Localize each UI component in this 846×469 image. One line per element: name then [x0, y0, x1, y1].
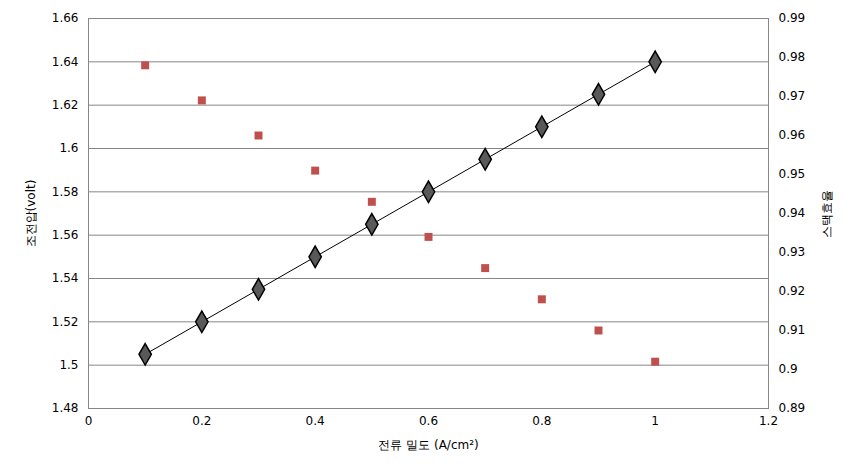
svg-text:0.92: 0.92 [779, 284, 806, 298]
svg-text:1.5: 1.5 [59, 358, 78, 372]
svg-text:0.94: 0.94 [779, 206, 806, 220]
svg-text:1.2: 1.2 [759, 414, 778, 428]
svg-text:0.95: 0.95 [779, 167, 806, 181]
svg-text:1.48: 1.48 [52, 401, 79, 415]
svg-text:0.91: 0.91 [779, 323, 806, 337]
svg-text:0.6: 0.6 [419, 414, 438, 428]
svg-text:0: 0 [85, 414, 93, 428]
svg-text:0.89: 0.89 [779, 401, 806, 415]
svg-text:1.62: 1.62 [52, 98, 79, 112]
svg-text:0.2: 0.2 [192, 414, 211, 428]
svg-text:0.97: 0.97 [779, 89, 806, 103]
svg-text:1.58: 1.58 [52, 185, 79, 199]
svg-text:전류 밀도 (A/cm²): 전류 밀도 (A/cm²) [378, 438, 478, 452]
svg-text:1: 1 [651, 414, 659, 428]
svg-text:조전압(volt): 조전압(volt) [24, 180, 38, 248]
svg-text:0.4: 0.4 [306, 414, 325, 428]
svg-text:스택효율: 스택효율 [820, 190, 834, 238]
svg-text:0.9: 0.9 [779, 362, 798, 376]
svg-text:1.54: 1.54 [52, 271, 79, 285]
svg-text:0.93: 0.93 [779, 245, 806, 259]
svg-text:0.98: 0.98 [779, 50, 806, 64]
svg-text:1.66: 1.66 [52, 11, 79, 25]
svg-text:0.8: 0.8 [532, 414, 551, 428]
svg-text:1.56: 1.56 [52, 228, 79, 242]
svg-text:1.6: 1.6 [59, 141, 78, 155]
svg-text:0.99: 0.99 [779, 11, 806, 25]
svg-text:1.64: 1.64 [52, 55, 79, 69]
svg-text:1.52: 1.52 [52, 315, 79, 329]
svg-text:0.96: 0.96 [779, 128, 806, 142]
